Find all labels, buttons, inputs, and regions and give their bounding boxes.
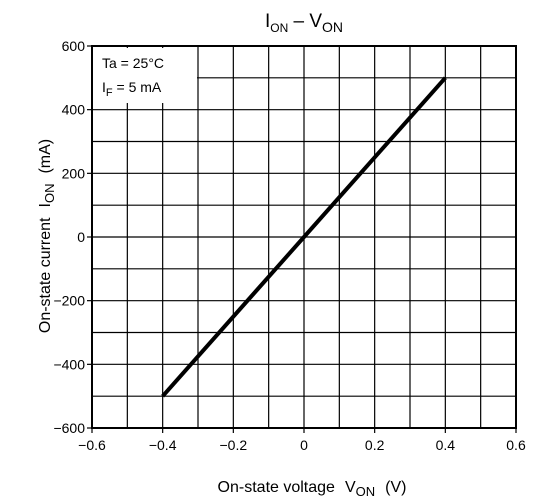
annotation-if: IF = 5 mA: [102, 79, 162, 99]
x-tick-label: −0.4: [149, 437, 177, 453]
y-tick-label: 0: [77, 229, 85, 245]
y-tick-label: 600: [62, 38, 86, 54]
annotation-ta: Ta = 25°C: [102, 55, 164, 71]
annotation-background: [92, 48, 197, 103]
x-axis-label: On-state voltage VON (V): [218, 479, 407, 499]
y-tick-label: −400: [53, 356, 85, 372]
x-tick-label: 0.2: [365, 437, 385, 453]
x-tick-labels: −0.6 −0.4 −0.2 0 0.2 0.4 0.6: [78, 428, 526, 453]
y-tick-labels: −600 −400 −200 0 200 400 600: [53, 38, 92, 436]
series-line-ion-von: [161, 76, 447, 398]
chart-title: ION – VON: [265, 11, 343, 35]
y-tick-label: 400: [62, 102, 86, 118]
conditions-annotation: Ta = 25°C IF = 5 mA: [92, 48, 197, 103]
y-tick-label: 200: [62, 165, 86, 181]
x-tick-label: 0.6: [506, 437, 526, 453]
y-axis-label: On-state currentION(mA): [37, 139, 57, 333]
x-tick-label: 0.4: [436, 437, 456, 453]
x-tick-label: −0.6: [78, 437, 106, 453]
series-layer: [161, 76, 447, 398]
x-tick-label: 0: [300, 437, 308, 453]
x-tick-label: −0.2: [220, 437, 248, 453]
y-tick-label: −200: [53, 293, 85, 309]
y-tick-label: −600: [53, 420, 85, 436]
